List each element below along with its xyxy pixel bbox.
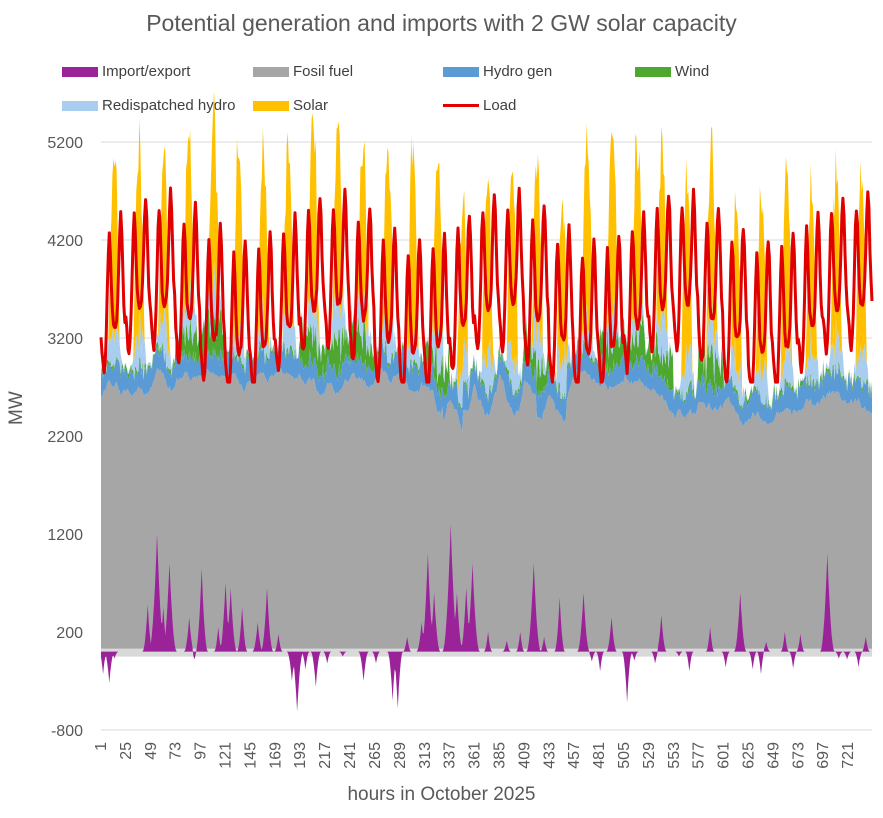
legend-swatch-import-export: [62, 66, 98, 77]
legend-label-wind: Wind: [675, 63, 710, 80]
legend-swatch-hydro-gen: [443, 66, 479, 77]
y-tick-label: 4200: [47, 233, 83, 250]
legend-swatch-load: [443, 104, 479, 107]
legend-label-import-export: Import/export: [102, 63, 191, 80]
chart-title: Potential generation and imports with 2 …: [146, 10, 737, 36]
legend-item-solar: Solar: [253, 97, 328, 114]
y-tick-label: -800: [51, 723, 83, 740]
x-tick-label: 169: [267, 742, 284, 769]
x-tick-label: 25: [118, 742, 135, 760]
x-tick-label: 481: [591, 742, 608, 769]
y-axis-label: MW: [6, 391, 27, 425]
x-tick-label: 529: [641, 742, 658, 769]
legend-label-hydro-gen: Hydro gen: [483, 63, 553, 80]
legend-swatch-wind: [635, 66, 671, 77]
x-tick-label: 409: [516, 742, 533, 769]
series-area-fossil-fuel: [101, 368, 872, 652]
x-tick-label: 73: [168, 742, 185, 760]
x-tick-label: 625: [741, 742, 758, 769]
y-tick-label: 3200: [47, 331, 83, 348]
legend-item-wind: Wind: [635, 63, 709, 80]
series-line-load: [99, 186, 874, 384]
x-tick-label: 1: [93, 742, 110, 751]
legend-swatch-redispatched-hydro: [62, 100, 98, 111]
legend-item-hydro-gen: Hydro gen: [443, 63, 552, 80]
legend-item-import-export: Import/export: [62, 63, 190, 80]
chart-legend: Import/export Fosil fuel Hydro gen Wind …: [0, 0, 883, 130]
x-tick-label: 313: [417, 742, 434, 769]
x-tick-label: 433: [541, 742, 558, 769]
zero-band: [101, 648, 872, 657]
x-tick-label: 721: [840, 742, 857, 769]
x-tick-label: 217: [317, 742, 334, 769]
x-tick-label: 241: [342, 742, 359, 769]
y-tick-label: 5200: [47, 135, 83, 152]
x-tick-label: 265: [367, 742, 384, 769]
legend-item-redispatched-hydro: Redispatched hydro: [62, 97, 235, 114]
x-axis-label: hours in October 2025: [347, 784, 536, 805]
x-tick-label: 649: [765, 742, 782, 769]
x-tick-label: 145: [242, 742, 259, 769]
series-area-solar: [101, 91, 872, 410]
x-tick-label: 385: [491, 742, 508, 769]
x-tick-label: 457: [566, 742, 583, 769]
y-tick-label: 2200: [47, 429, 83, 446]
x-tick-label: 673: [790, 742, 807, 769]
legend-swatch-solar: [253, 100, 289, 111]
legend-swatch-fossil-fuel: [253, 66, 289, 77]
legend-label-fossil-fuel: Fosil fuel: [293, 63, 354, 80]
x-tick-label: 289: [392, 742, 409, 769]
legend-item-fossil-fuel: Fosil fuel: [253, 63, 353, 80]
legend-item-load: Load: [443, 97, 516, 114]
x-tick-label: 193: [292, 742, 309, 769]
legend-label-redispatched-hydro: Redispatched hydro: [102, 97, 236, 114]
x-tick-label: 601: [716, 742, 733, 769]
series-area-redispatched-hydro: [101, 261, 872, 410]
series-area-import-export: [101, 524, 872, 712]
x-tick-label: 337: [442, 742, 459, 769]
x-tick-label: 97: [193, 742, 210, 760]
x-tick-label: 121: [218, 742, 235, 769]
y-tick-label: 200: [56, 625, 83, 642]
legend-label-solar: Solar: [293, 97, 329, 114]
y-tick-label: 1200: [47, 527, 83, 544]
series-area-hydro-gen: [101, 340, 872, 432]
x-tick-label: 577: [691, 742, 708, 769]
x-tick-label: 697: [815, 742, 832, 769]
legend-label-load: Load: [483, 97, 517, 114]
x-tick-label: 361: [467, 742, 484, 769]
x-tick-label: 505: [616, 742, 633, 769]
x-tick-label: 49: [143, 742, 160, 760]
x-tick-label: 553: [666, 742, 683, 769]
